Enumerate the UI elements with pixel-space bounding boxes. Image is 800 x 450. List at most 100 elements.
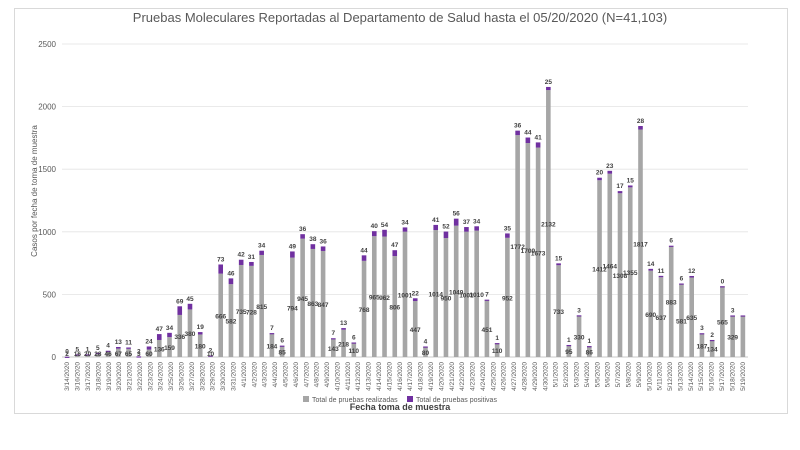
x-tick-label: 4/19/2020 — [428, 362, 435, 391]
x-axis-label: Fecha toma de muestra — [350, 402, 452, 412]
bar-positives — [494, 343, 500, 345]
data-label-tests: 447 — [410, 327, 421, 334]
bar-tests — [156, 339, 162, 357]
data-label-tests: 1308 — [613, 273, 628, 280]
bar-positives — [177, 306, 183, 315]
bar-positives — [474, 226, 479, 231]
bar-positives — [392, 250, 398, 257]
bar-positives — [95, 352, 101, 355]
data-label-positives: 69 — [176, 298, 184, 305]
data-label-positives: 47 — [391, 242, 399, 249]
x-tick-label: 5/5/2020 — [594, 362, 601, 388]
bar-tests — [443, 238, 449, 357]
data-label-positives: 52 — [442, 224, 450, 231]
data-label-tests: 666 — [215, 313, 226, 320]
bar-positives — [464, 227, 469, 232]
bar-tests — [177, 314, 183, 357]
x-tick-label: 4/1/2020 — [241, 362, 248, 388]
bar-tests — [167, 337, 172, 357]
bar-tests — [648, 270, 654, 357]
y-tick-label: 1000 — [38, 228, 56, 237]
bar-tests — [535, 147, 541, 357]
x-tick-label: 4/20/2020 — [438, 362, 445, 391]
x-tick-label: 3/14/2020 — [64, 362, 71, 391]
bar-tests — [464, 231, 469, 357]
data-label-positives: 14 — [647, 261, 655, 268]
y-tick-label: 1500 — [38, 165, 56, 174]
data-label-positives: 34 — [473, 218, 481, 225]
x-tick-label: 4/24/2020 — [480, 362, 487, 391]
x-tick-label: 4/3/2020 — [262, 362, 269, 388]
x-tick-label: 4/11/2020 — [345, 362, 352, 391]
bar-tests — [279, 346, 285, 357]
data-label-tests: 336 — [174, 334, 185, 341]
data-label-tests: 218 — [338, 341, 349, 348]
data-label-tests: 1355 — [623, 270, 638, 277]
bar-positives — [279, 345, 285, 347]
data-label-positives: 23 — [606, 163, 614, 170]
bar-positives — [105, 350, 111, 352]
data-label-positives: 35 — [504, 225, 512, 232]
data-label-tests: 65 — [125, 351, 133, 358]
bar-tests — [689, 277, 694, 357]
x-tick-label: 3/21/2020 — [127, 362, 134, 391]
bar-positives — [85, 354, 90, 356]
bar-positives — [720, 286, 725, 288]
data-label-tests: 965 — [369, 295, 380, 302]
data-label-positives: 3 — [731, 307, 735, 314]
bar-tests — [85, 354, 90, 357]
data-label-positives: 44 — [524, 130, 532, 137]
data-label-positives: 0 — [65, 349, 69, 356]
bar-positives — [126, 347, 131, 349]
data-label-positives: 2 — [209, 347, 213, 354]
bar-positives — [546, 86, 551, 91]
bar-positives — [300, 234, 305, 239]
bar-positives — [269, 333, 275, 335]
bar-positives — [535, 142, 541, 148]
bar-tests — [474, 230, 479, 357]
x-tick-label: 3/25/2020 — [168, 362, 175, 391]
bar-positives — [699, 333, 705, 335]
bar-tests — [515, 135, 520, 357]
bar-positives — [249, 261, 254, 266]
data-label-tests: 1001 — [398, 292, 413, 299]
data-label-positives: 36 — [299, 226, 307, 233]
x-tick-label: 5/3/2020 — [574, 362, 581, 388]
bar-tests — [597, 180, 602, 357]
data-label-positives: 34 — [258, 243, 266, 250]
bar-positives — [443, 231, 449, 239]
bar-tests — [412, 301, 418, 357]
data-label-tests: 733 — [553, 309, 564, 316]
data-label-tests: 863 — [307, 301, 318, 308]
x-tick-label: 5/17/2020 — [719, 362, 726, 391]
bar-tests — [423, 346, 428, 357]
bar-positives — [310, 244, 316, 249]
data-label-positives: 54 — [381, 222, 389, 229]
data-label-positives: 31 — [248, 254, 256, 261]
bar-positives — [351, 342, 357, 344]
bar-positives — [75, 354, 80, 356]
bar-positives — [730, 315, 735, 317]
bar-tests — [720, 286, 725, 357]
bar-tests — [351, 343, 357, 357]
bar-positives — [228, 278, 234, 285]
bar-positives — [505, 233, 510, 238]
x-tick-label: 4/4/2020 — [272, 362, 279, 388]
data-label-tests: 735 — [236, 309, 247, 316]
data-label-tests: 16 — [74, 351, 82, 358]
data-label-tests: 180 — [195, 344, 206, 351]
data-label-positives: 1 — [587, 338, 591, 345]
bar-positives — [566, 344, 572, 347]
data-label-positives: 17 — [616, 183, 624, 190]
data-label-positives: 56 — [453, 211, 461, 218]
data-label-tests: 136 — [154, 346, 165, 353]
data-label-positives: 13 — [115, 339, 123, 346]
bar-positives — [648, 268, 654, 271]
bars — [64, 86, 746, 358]
x-tick-label: 4/25/2020 — [490, 362, 497, 391]
bar-positives — [402, 227, 408, 232]
data-label-positives: 15 — [555, 255, 563, 262]
bar-tests — [382, 236, 387, 357]
data-label-positives: 73 — [217, 256, 225, 263]
data-label-positives: 34 — [166, 325, 174, 332]
